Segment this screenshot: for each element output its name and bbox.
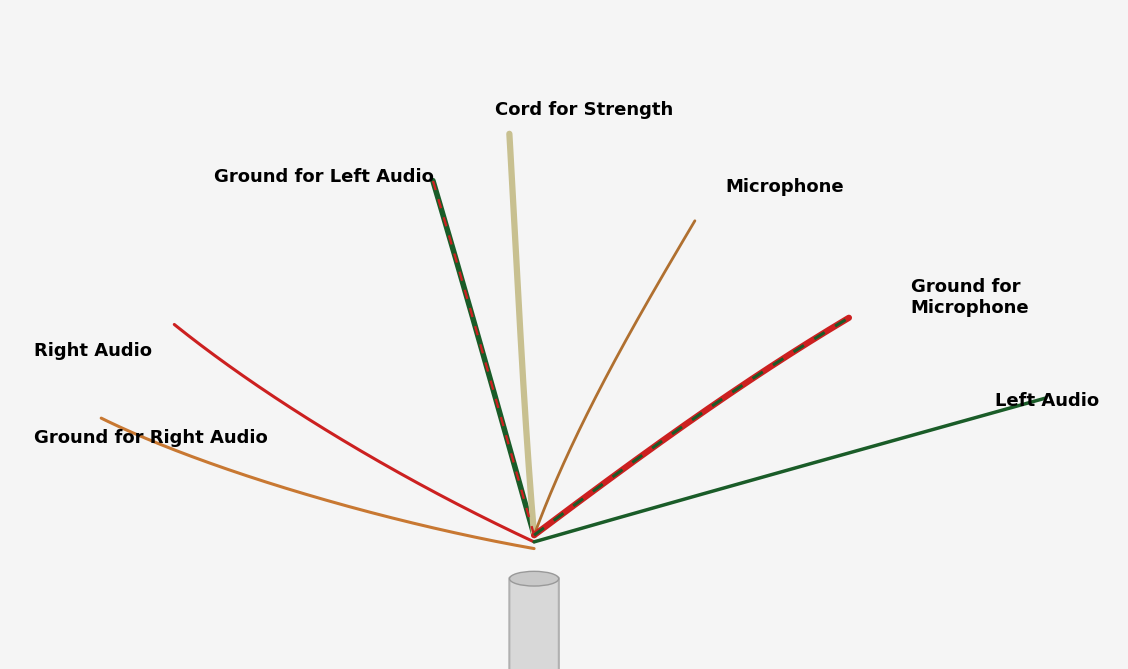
FancyBboxPatch shape [510,577,558,669]
Text: Left Audio: Left Audio [995,393,1099,410]
Text: Cord for Strength: Cord for Strength [495,102,673,119]
Text: Ground for Right Audio: Ground for Right Audio [34,429,267,447]
Ellipse shape [510,571,558,586]
Text: Ground for
Microphone: Ground for Microphone [910,278,1030,317]
Text: Microphone: Microphone [725,179,844,196]
Text: Ground for Left Audio: Ground for Left Audio [213,169,433,186]
Text: Right Audio: Right Audio [34,343,152,360]
